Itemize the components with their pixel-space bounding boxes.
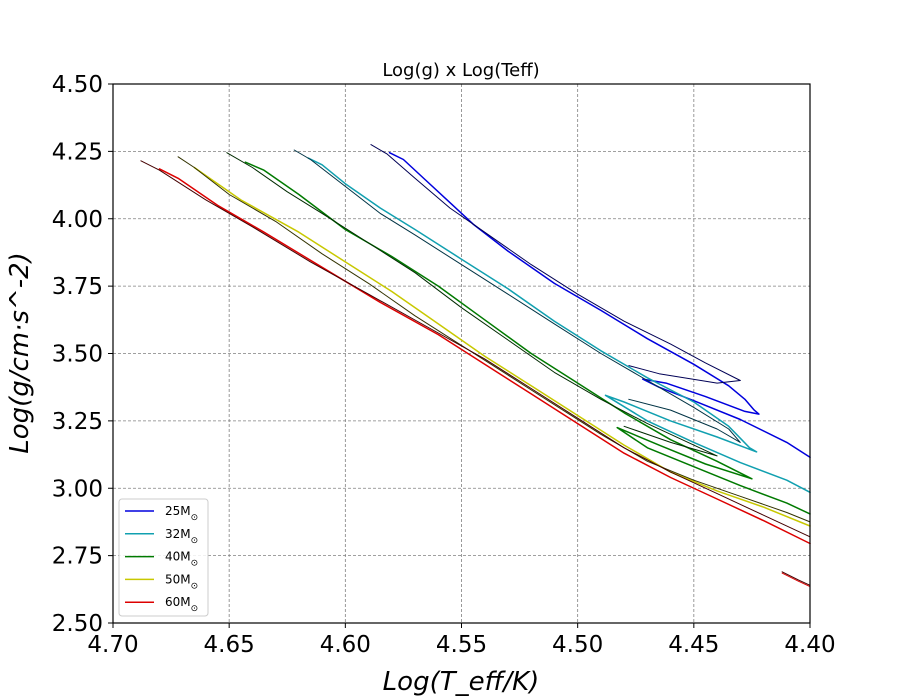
- y-tick-label: 4.50: [52, 72, 103, 98]
- y-tick-label: 3.75: [52, 274, 103, 300]
- legend-label: 25M⊙: [165, 504, 198, 523]
- x-tick-label: 4.70: [87, 632, 138, 658]
- tick-layer: 4.70 4.65 4.60 4.55 4.50 4.45 4.40 2.50 2.75 3.00…: [52, 72, 836, 658]
- series-line-3: [293, 149, 741, 443]
- x-tick-label: 4.40: [784, 632, 835, 658]
- y-tick-label: 4.25: [52, 139, 103, 165]
- series-line-9: [140, 160, 811, 538]
- series-line-5: [226, 152, 718, 457]
- chart-title: Log(g) x Log(Teff): [382, 60, 539, 81]
- y-tick-label: 4.00: [52, 207, 103, 233]
- legend-label: 60M⊙: [165, 595, 198, 614]
- y-tick-label: 2.50: [52, 611, 103, 637]
- x-tick-label: 4.50: [552, 632, 603, 658]
- x-tick-label: 4.45: [668, 632, 719, 658]
- legend: 25M⊙ 32M⊙ 40M⊙ 50M⊙ 60M⊙: [118, 498, 209, 617]
- legend-label: 50M⊙: [165, 572, 198, 591]
- series-line-4: [244, 161, 811, 515]
- x-tick-label: 4.60: [320, 632, 371, 658]
- legend-label: 40M⊙: [165, 550, 198, 569]
- series-line-10: [781, 572, 811, 588]
- series-line-8: [158, 168, 811, 545]
- y-tick-label: 3.00: [52, 476, 103, 502]
- series-line-11: [781, 571, 811, 586]
- x-tick-label: 4.55: [436, 632, 487, 658]
- y-tick-label: 3.25: [52, 409, 103, 435]
- series-layer: [140, 144, 811, 588]
- x-axis-label: Log(T_eff/K): [383, 667, 540, 697]
- series-line-1: [370, 144, 741, 384]
- series-line-7: [177, 156, 811, 523]
- legend-box: [118, 498, 209, 617]
- series-line-0: [388, 151, 811, 459]
- y-tick-label: 3.50: [52, 342, 103, 368]
- y-tick-label: 2.75: [52, 544, 103, 570]
- x-tick-label: 4.65: [204, 632, 255, 658]
- legend-label: 32M⊙: [165, 527, 198, 546]
- grid-layer: [113, 84, 810, 623]
- series-line-6: [193, 166, 811, 527]
- y-axis-label: Log(g/cm·s^-2): [5, 252, 35, 454]
- series-line-2: [307, 157, 811, 494]
